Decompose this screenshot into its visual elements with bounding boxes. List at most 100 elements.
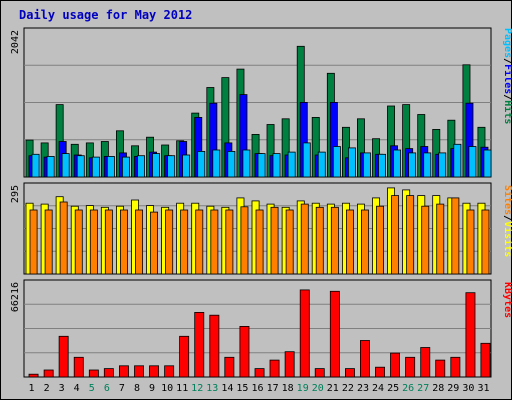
bar-sites-day-15 <box>240 206 249 275</box>
bar-pages-day-18 <box>287 151 296 178</box>
bar-sites-day-27 <box>421 205 430 275</box>
bar-sites-day-7 <box>120 209 128 275</box>
x-tick-label-13: 13 <box>206 383 218 394</box>
legend-entry: / <box>502 58 512 64</box>
bar-pages-day-16 <box>257 153 266 178</box>
bar-sites-day-8 <box>135 209 143 275</box>
bar-pages-day-4 <box>76 155 85 178</box>
bar-pages-day-28 <box>438 152 447 178</box>
bar-kbytes-day-19 <box>299 289 310 378</box>
bar-pages-day-21 <box>332 146 341 178</box>
bar-kbytes-day-26 <box>405 356 416 378</box>
x-tick-label-15: 15 <box>236 383 248 394</box>
legend-entry: KBytes <box>502 282 512 318</box>
bar-sites-day-11 <box>180 209 189 275</box>
bar-pages-day-3 <box>61 153 70 178</box>
x-tick-label-26: 26 <box>402 383 414 394</box>
bar-sites-day-13 <box>210 209 219 275</box>
x-tick-label-18: 18 <box>282 383 294 394</box>
max-label-kbytes: 66216 <box>10 282 21 312</box>
bar-sites-day-29 <box>451 197 460 275</box>
bar-pages-day-13 <box>212 149 221 178</box>
bar-kbytes-day-20 <box>314 368 325 378</box>
bar-kbytes-day-14 <box>224 356 235 378</box>
bar-pages-day-12 <box>197 150 206 178</box>
bar-sites-day-22 <box>345 209 354 275</box>
x-tick-label-30: 30 <box>462 383 474 394</box>
bar-sites-day-10 <box>165 209 174 275</box>
bar-sites-day-18 <box>285 209 294 275</box>
bar-sites-day-4 <box>74 209 83 275</box>
bar-sites-day-26 <box>406 195 415 275</box>
x-tick-label-28: 28 <box>432 383 444 394</box>
bar-pages-day-7 <box>122 156 130 178</box>
legend-entry: Hits <box>502 100 512 124</box>
bar-pages-day-31 <box>483 149 492 178</box>
bar-pages-day-14 <box>227 150 236 178</box>
bar-kbytes-day-1 <box>28 373 39 378</box>
bar-sites-day-20 <box>315 206 324 275</box>
x-tick-label-19: 19 <box>297 383 309 394</box>
bar-kbytes-day-16 <box>254 368 265 378</box>
x-tick-label-9: 9 <box>149 383 155 394</box>
bar-pages-day-2 <box>46 155 55 178</box>
bar-sites-day-2 <box>44 209 53 275</box>
x-tick-label-14: 14 <box>221 383 233 394</box>
bar-pages-day-8 <box>137 155 145 178</box>
bar-kbytes-day-12 <box>194 311 205 378</box>
bar-kbytes-day-2 <box>43 369 54 378</box>
x-tick-label-6: 6 <box>104 383 110 394</box>
x-tick-label-7: 7 <box>119 383 125 394</box>
x-tick-label-25: 25 <box>387 383 399 394</box>
bar-pages-day-5 <box>91 156 100 178</box>
bar-sites-day-12 <box>195 209 204 275</box>
chart-title: Daily usage for May 2012 <box>19 8 192 22</box>
x-tick-label-27: 27 <box>417 383 429 394</box>
bar-pages-day-15 <box>242 149 251 178</box>
bar-pages-day-19 <box>302 142 311 178</box>
bar-sites-day-24 <box>376 205 384 275</box>
bar-sites-day-28 <box>436 203 445 275</box>
x-tick-label-24: 24 <box>372 383 384 394</box>
bar-pages-day-29 <box>453 143 462 178</box>
x-tick-label-31: 31 <box>477 383 489 394</box>
bar-kbytes-day-30 <box>465 292 476 378</box>
bar-sites-day-9 <box>150 211 158 275</box>
legend-entry: Files <box>502 64 512 94</box>
x-tick-label-22: 22 <box>342 383 354 394</box>
bar-sites-day-1 <box>29 209 38 275</box>
bar-sites-day-23 <box>360 209 369 275</box>
bar-pages-day-10 <box>167 155 176 178</box>
bar-kbytes-day-13 <box>209 314 220 378</box>
bar-kbytes-day-29 <box>450 356 461 378</box>
bar-kbytes-day-15 <box>239 325 250 378</box>
bar-kbytes-day-23 <box>359 340 370 378</box>
bar-sites-day-14 <box>225 209 234 275</box>
bar-sites-day-3 <box>59 201 68 275</box>
x-tick-label-5: 5 <box>89 383 95 394</box>
legend-entry: / <box>502 215 512 221</box>
legend-entry: / <box>502 94 512 100</box>
bar-kbytes-day-6 <box>103 368 114 378</box>
max-label-visits-sites: 295 <box>10 185 21 203</box>
bar-sites-day-21 <box>330 206 339 275</box>
bar-kbytes-day-24 <box>375 366 386 378</box>
x-tick-label-3: 3 <box>59 383 65 394</box>
bar-kbytes-day-21 <box>329 290 340 378</box>
bar-pages-day-25 <box>393 149 401 178</box>
bar-kbytes-day-7 <box>119 365 129 378</box>
legend-entry: Pages <box>502 28 512 58</box>
bar-kbytes-day-18 <box>284 351 295 378</box>
bar-pages-day-26 <box>408 152 417 178</box>
bar-kbytes-day-10 <box>164 365 175 378</box>
bar-sites-day-16 <box>255 209 264 275</box>
x-tick-label-2: 2 <box>44 383 50 394</box>
x-tick-label-12: 12 <box>191 383 203 394</box>
x-tick-label-17: 17 <box>267 383 279 394</box>
bar-kbytes-day-25 <box>390 352 401 378</box>
legend-kbytes: KBytes <box>502 282 512 318</box>
bar-kbytes-day-27 <box>420 347 431 378</box>
legend-hits-files-pages: Pages/Files/Hits <box>502 28 512 124</box>
legend-entry: Sites <box>502 185 512 215</box>
